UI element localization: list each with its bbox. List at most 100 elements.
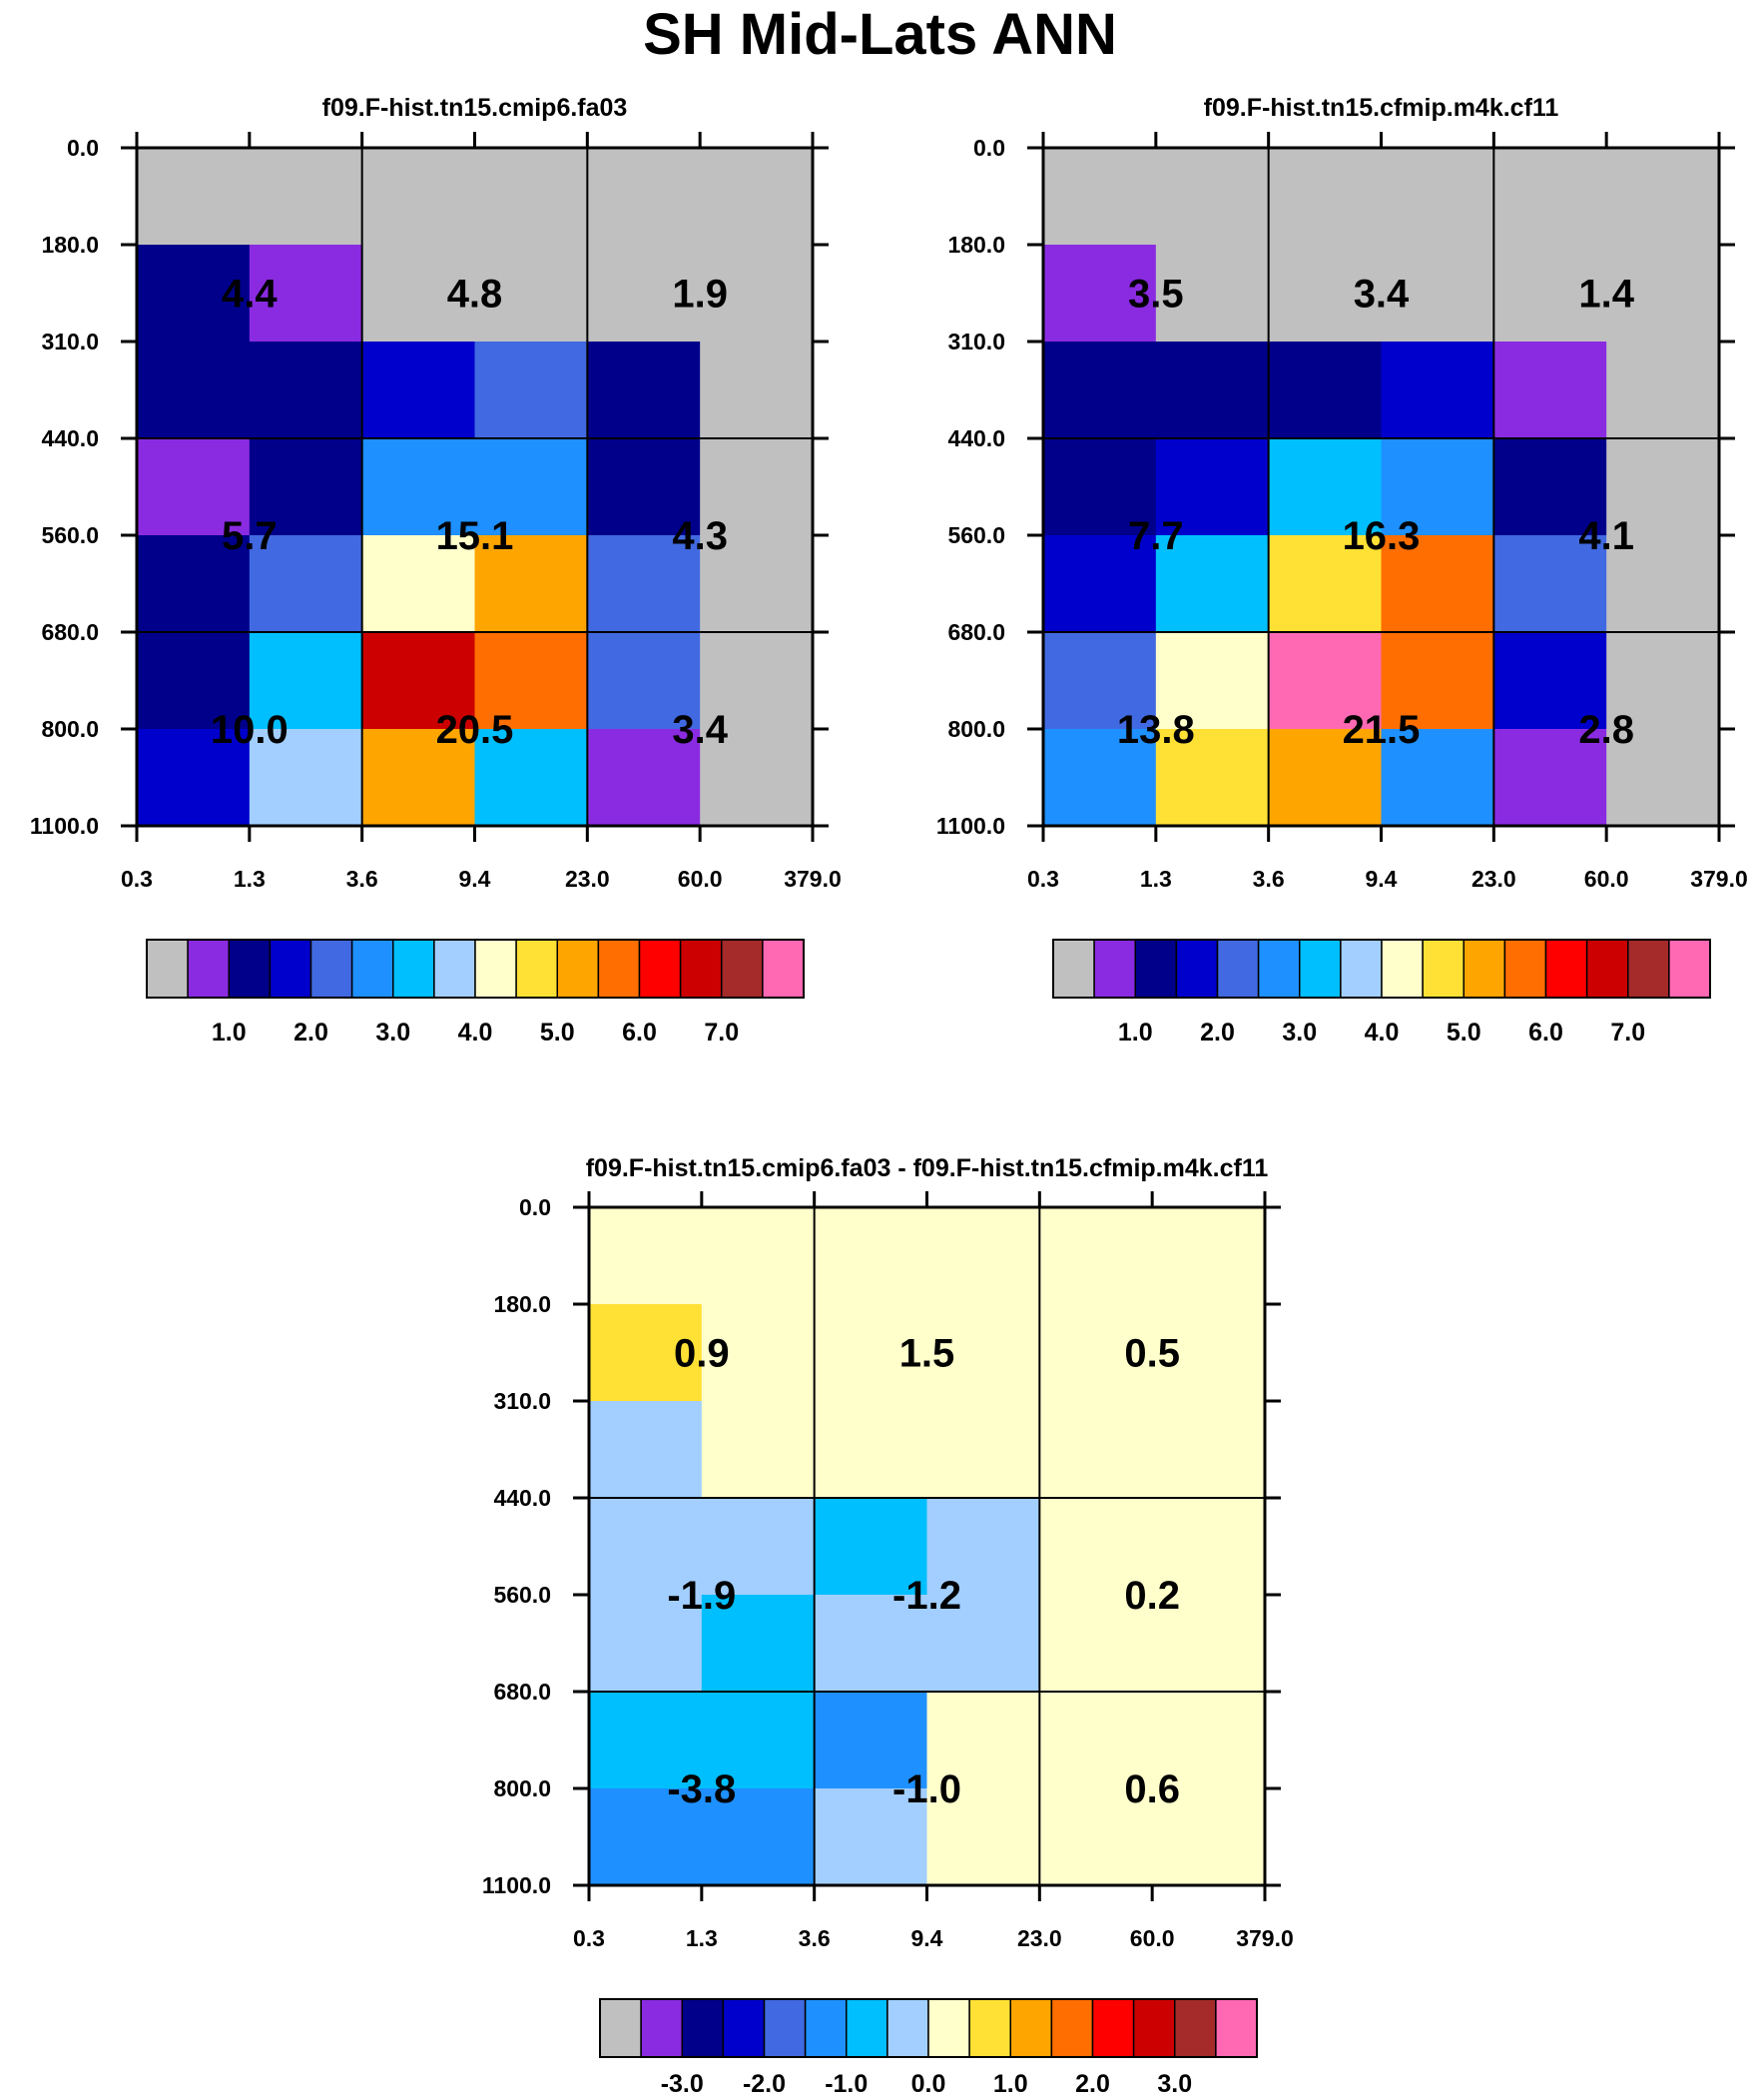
y-tick-label: 0.0 <box>519 1194 551 1220</box>
heatmap-cell <box>926 1401 1040 1499</box>
x-tick-label: 3.6 <box>1253 866 1285 892</box>
data-label: -3.8 <box>667 1767 736 1811</box>
heatmap-cell <box>1493 535 1607 633</box>
x-tick-label: 0.3 <box>573 1925 605 1951</box>
heatmap-cell <box>1152 1304 1266 1402</box>
heatmap-cell <box>1152 1401 1266 1499</box>
colorbar-swatch <box>1381 939 1424 999</box>
heatmap-cell <box>1381 632 1494 730</box>
heatmap-cell <box>1493 245 1607 343</box>
heatmap-cell <box>1381 438 1494 536</box>
colorbar-swatch <box>1463 939 1506 999</box>
data-label: 1.9 <box>672 273 728 317</box>
heatmap-cell <box>137 342 251 439</box>
heatmap-cell <box>1268 148 1383 246</box>
colorbar-swatch <box>640 1998 683 2058</box>
heatmap-cell <box>1043 729 1157 827</box>
data-label: 0.5 <box>1124 1332 1180 1376</box>
colorbar: -3.0 -2.0 -1.0 0.0 1.0 2.0 3.0 <box>599 1998 1258 2098</box>
heatmap-cell <box>1606 632 1720 730</box>
heatmap-cell <box>1039 1401 1153 1499</box>
x-tick-label: 1.3 <box>1140 866 1172 892</box>
x-tick-label: 9.4 <box>459 866 491 892</box>
y-tick-label: 180.0 <box>493 1291 551 1317</box>
heatmap-cell <box>474 245 588 343</box>
heatmap-cell <box>1155 729 1270 827</box>
y-tick-label: 560.0 <box>41 522 99 548</box>
data-label: 0.6 <box>1124 1767 1180 1811</box>
colorbar-label: 7.0 <box>1610 1019 1645 1047</box>
y-tick-label: 560.0 <box>493 1582 551 1608</box>
heatmap-cell <box>1493 632 1607 730</box>
heatmap-cell <box>1155 342 1270 439</box>
heatmap-cell <box>587 438 701 536</box>
heatmap-cell <box>589 1498 703 1596</box>
heatmap-cell <box>361 729 476 827</box>
x-tick-label: 23.0 <box>1471 866 1516 892</box>
heatmap-cell <box>814 1692 928 1789</box>
x-tick-label: 1.3 <box>234 866 266 892</box>
colorbar-swatch <box>638 939 682 999</box>
colorbar-swatch <box>228 939 272 999</box>
colorbar-label: 5.0 <box>540 1019 575 1047</box>
colorbar-label: 1.0 <box>212 1019 247 1047</box>
data-label: 0.2 <box>1124 1574 1180 1618</box>
colorbar-swatch <box>1668 939 1711 999</box>
y-tick-label: 1100.0 <box>936 813 1005 839</box>
data-label: 0.9 <box>674 1332 730 1376</box>
heatmap-cell <box>249 632 363 730</box>
colorbar-swatch <box>1093 939 1136 999</box>
data-label: 1.4 <box>1578 273 1634 317</box>
colorbar-swatch <box>1544 939 1588 999</box>
colorbar-swatch <box>1585 939 1629 999</box>
heatmap-cell <box>926 1788 1040 1886</box>
heatmap-cell <box>1155 535 1270 633</box>
x-tick-label: 0.3 <box>1027 866 1059 892</box>
heatmap-cell <box>1039 1595 1153 1693</box>
panel-3: f09.F-hist.tn15.cmip6.fa03 - f09.F-hist.… <box>482 1154 1294 2098</box>
heatmap-cell <box>1381 342 1494 439</box>
colorbar-swatch <box>515 939 558 999</box>
heatmap-cell <box>1043 342 1157 439</box>
heatmap-cell <box>249 148 363 246</box>
data-label: 4.3 <box>672 514 728 558</box>
data-label: 3.4 <box>1354 273 1410 317</box>
heatmap-cell <box>814 1498 928 1596</box>
heatmap-cell <box>1493 438 1607 536</box>
x-tick-label: 9.4 <box>911 1925 943 1951</box>
colorbar-swatch <box>722 1998 766 2058</box>
panel-2: f09.F-hist.tn15.cfmip.m4k.cf11 0.0 180.0 31… <box>936 94 1748 1047</box>
heatmap-cell <box>814 1304 928 1402</box>
heatmap-cell <box>1606 245 1720 343</box>
panel-title: f09.F-hist.tn15.cfmip.m4k.cf11 <box>1204 94 1559 122</box>
heatmap-cell <box>1155 438 1270 536</box>
colorbar-swatch <box>968 1998 1011 2058</box>
heatmap-cell <box>137 245 251 343</box>
colorbar-label: 4.0 <box>458 1019 493 1047</box>
heatmap-cell <box>1268 438 1383 536</box>
colorbar-label: 6.0 <box>1528 1019 1563 1047</box>
heatmap-cell <box>1043 148 1157 246</box>
heatmap-cell <box>137 148 251 246</box>
colorbar-swatch <box>187 939 230 999</box>
heatmap-cell <box>1152 1595 1266 1693</box>
colorbar-swatch <box>679 939 723 999</box>
heatmap-cell <box>1381 535 1494 633</box>
y-tick-label: 800.0 <box>493 1775 551 1801</box>
heatmap-cell <box>814 1401 928 1499</box>
heatmap-cell <box>587 148 701 246</box>
heatmap-cell <box>1039 1788 1153 1886</box>
heatmap-cell <box>589 1207 703 1305</box>
heatmap-cell <box>926 1304 1040 1402</box>
heatmap-cell <box>701 1498 816 1596</box>
heatmap-cell <box>700 342 814 439</box>
heatmap-cell <box>701 1304 816 1402</box>
colorbar-swatch <box>1215 1998 1258 2058</box>
heatmap-cell <box>1043 632 1157 730</box>
heatmap-cell <box>361 438 476 536</box>
heatmap-cell <box>814 1595 928 1693</box>
heatmap-cell <box>1268 535 1383 633</box>
heatmap-cell <box>1381 245 1494 343</box>
data-label: 21.5 <box>1343 708 1421 752</box>
